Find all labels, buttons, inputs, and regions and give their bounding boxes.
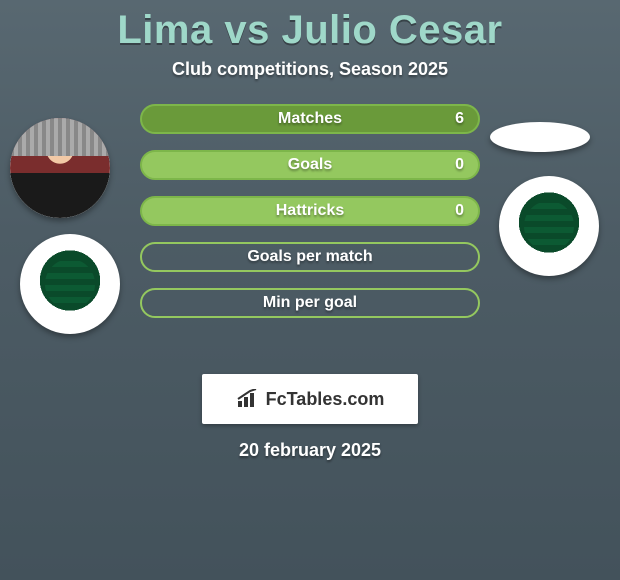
subtitle: Club competitions, Season 2025 bbox=[0, 59, 620, 80]
player1-club-crest bbox=[20, 234, 120, 334]
stat-bar-hattricks: Hattricks 0 bbox=[140, 196, 480, 226]
stat-row: Goals 0 bbox=[140, 150, 480, 180]
stat-row: Hattricks 0 bbox=[140, 196, 480, 226]
player2-avatar bbox=[490, 122, 590, 152]
date: 20 february 2025 bbox=[0, 440, 620, 461]
stat-value-right: 6 bbox=[455, 110, 464, 128]
stat-row: Min per goal bbox=[140, 288, 480, 318]
player1-name: Lima bbox=[117, 8, 212, 52]
stat-row: Matches 6 bbox=[140, 104, 480, 134]
player-photo-placeholder bbox=[10, 118, 110, 218]
stat-label: Matches bbox=[278, 110, 342, 128]
player2-name: Julio Cesar bbox=[281, 8, 502, 52]
crest-icon bbox=[514, 191, 584, 261]
stat-label: Goals per match bbox=[247, 248, 372, 266]
stat-bar-mpg: Min per goal bbox=[140, 288, 480, 318]
stat-value-right: 0 bbox=[455, 202, 464, 220]
stat-label: Min per goal bbox=[263, 294, 357, 312]
player1-avatar bbox=[10, 118, 110, 218]
stat-bar-gpm: Goals per match bbox=[140, 242, 480, 272]
stat-label: Goals bbox=[288, 156, 332, 174]
player2-club-crest bbox=[499, 176, 599, 276]
crest-icon bbox=[35, 249, 105, 319]
stat-bar-matches: Matches 6 bbox=[140, 104, 480, 134]
chart-icon bbox=[236, 389, 260, 409]
title-vs: vs bbox=[224, 8, 270, 52]
stat-value-right: 0 bbox=[455, 156, 464, 174]
comparison-stage: Matches 6 Goals 0 Hattricks 0 Goals per … bbox=[0, 104, 620, 364]
stat-row: Goals per match bbox=[140, 242, 480, 272]
watermark-text: FcTables.com bbox=[266, 389, 385, 410]
stat-bar-goals: Goals 0 bbox=[140, 150, 480, 180]
stat-label: Hattricks bbox=[276, 202, 344, 220]
stat-bars: Matches 6 Goals 0 Hattricks 0 Goals per … bbox=[140, 104, 480, 334]
page-title: Lima vs Julio Cesar bbox=[0, 8, 620, 53]
watermark: FcTables.com bbox=[202, 374, 418, 424]
